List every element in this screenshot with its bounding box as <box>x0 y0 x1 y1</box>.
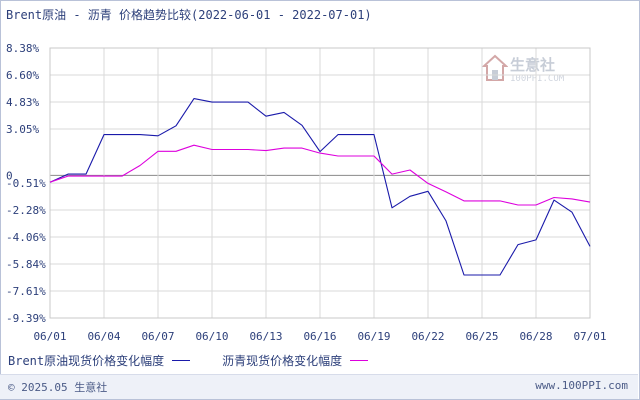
y-tick-label: -9.39% <box>6 312 46 325</box>
y-tick-label: 8.38% <box>6 42 39 55</box>
plot-area-border <box>49 47 591 319</box>
x-tick-label: 06/01 <box>33 330 66 343</box>
legend-swatch-brent <box>172 360 191 361</box>
x-tick-label: 06/22 <box>411 330 444 343</box>
y-tick-label: 6.60% <box>6 69 39 82</box>
series-line-brent <box>49 98 591 276</box>
x-tick-label: 06/13 <box>249 330 282 343</box>
watermark-url: 100PPI.COM <box>510 74 565 84</box>
y-tick-label: 0 <box>6 169 13 182</box>
watermark-text: 生意社 <box>510 56 556 74</box>
x-tick-label: 06/25 <box>465 330 498 343</box>
legend-swatch-asphalt <box>350 360 369 361</box>
chart-legend: Brent原油现货价格变化幅度 沥青现货价格变化幅度 <box>8 352 369 369</box>
y-tick-label: -2.28% <box>6 204 46 217</box>
footer-bar: © 2025.05 生意社 www.100PPI.com <box>0 374 638 399</box>
line-chart: 8.38% 6.60% 4.83% 3.05% 0-0.51% -2.28% -4.06% -… <box>6 42 607 343</box>
chart-title: Brent原油 - 沥青 价格趋势比较(2022-06-01 - 2022-07… <box>6 8 372 22</box>
y-tick-label: -0.51% <box>6 177 46 190</box>
x-tick-label: 06/28 <box>519 330 552 343</box>
footer-copyright: © 2025.05 生意社 <box>8 381 108 394</box>
y-tick-label: -4.06% <box>6 231 46 244</box>
x-tick-label: 06/16 <box>303 330 336 343</box>
y-tick-label: -7.61% <box>6 285 46 298</box>
x-tick-label: 06/10 <box>195 330 228 343</box>
x-tick-label: 07/01 <box>573 330 606 343</box>
y-tick-label: 4.83% <box>6 96 39 109</box>
legend-label-brent: Brent原油现货价格变化幅度 <box>8 354 165 368</box>
x-tick-label: 06/07 <box>141 330 174 343</box>
x-tick-label: 06/19 <box>357 330 390 343</box>
y-tick-label: -5.84% <box>6 258 46 271</box>
series-line-asphalt <box>49 144 591 206</box>
x-tick-label: 06/04 <box>87 330 120 343</box>
legend-label-asphalt: 沥青现货价格变化幅度 <box>222 354 343 368</box>
y-tick-label: 3.05% <box>6 123 39 136</box>
footer-url[interactable]: www.100PPI.com <box>535 379 628 392</box>
